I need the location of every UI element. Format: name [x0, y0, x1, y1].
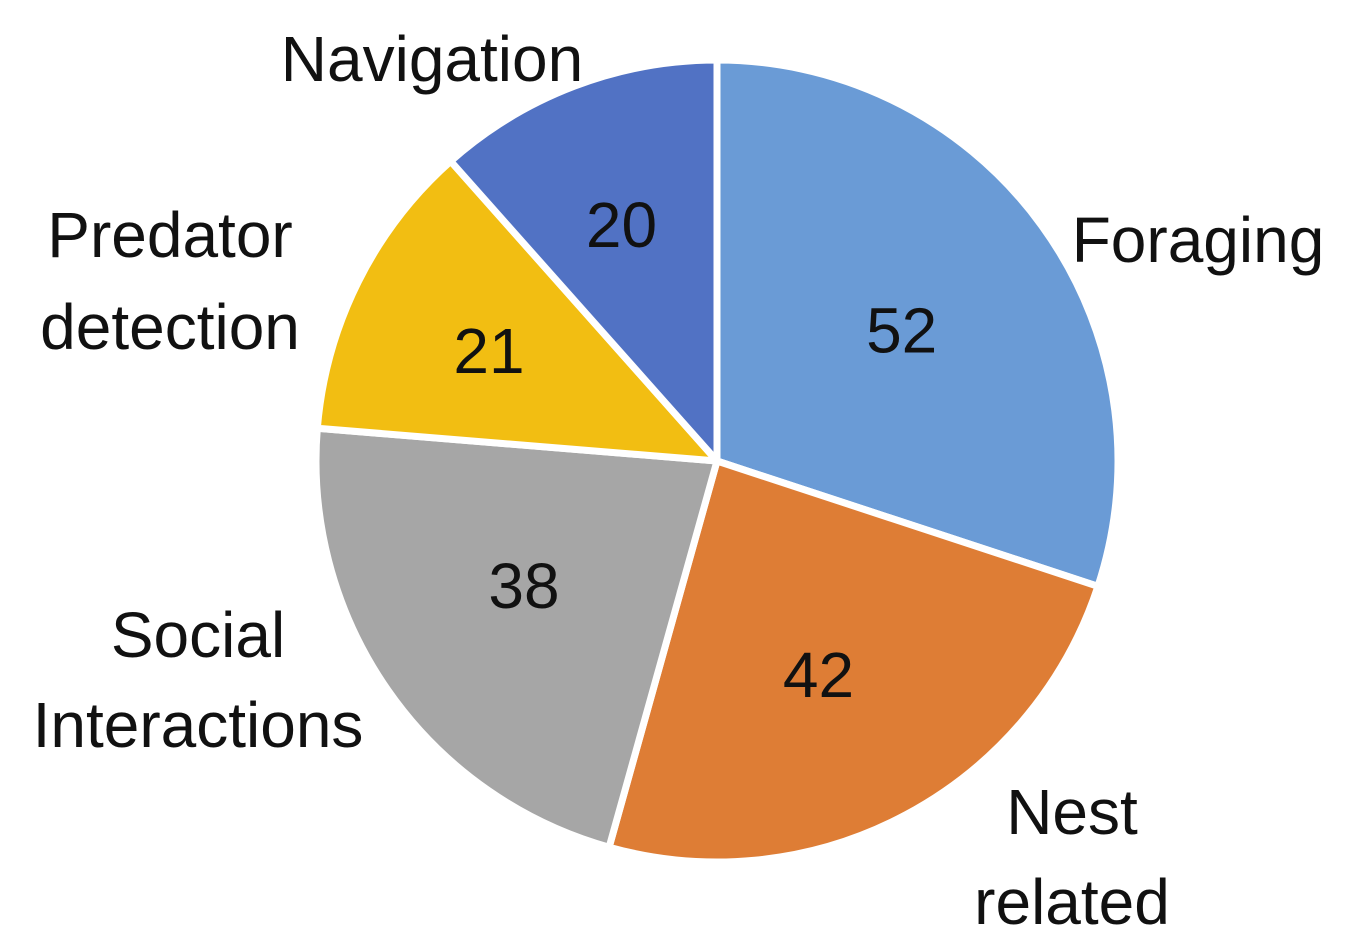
pie-slice-predator-detection	[313, 157, 721, 465]
pie-value-label-navigation: 20	[586, 189, 657, 261]
pie-value-labels: 52 42 38 21 20	[453, 189, 937, 711]
pie-value-label-nest-related: 42	[783, 639, 854, 711]
pie-category-label-social-interactions: Social Interactions	[33, 599, 364, 761]
pie-category-labels: Foraging Nest related Social Interactions Pre…	[33, 23, 1325, 931]
pie-category-label-line: Social	[111, 599, 285, 671]
pie-category-label-line: detection	[40, 291, 300, 363]
pie-slice-navigation	[447, 56, 721, 465]
pie-category-label-foraging: Foraging	[1072, 204, 1325, 276]
pie-slice-foraging	[713, 56, 1122, 590]
pie-category-label-line: related	[974, 866, 1170, 931]
pie-category-label-line: Foraging	[1072, 204, 1325, 276]
pie-category-label-predator-detection: Predator detection	[40, 199, 300, 363]
pie-category-label-navigation: Navigation	[281, 23, 583, 95]
pie-category-label-line: Predator	[47, 199, 292, 271]
pie-category-label-line: Interactions	[33, 689, 364, 761]
pie-slice-nest-related	[605, 457, 1102, 866]
pie-slices	[312, 56, 1122, 866]
pie-category-label-line: Navigation	[281, 23, 583, 95]
pie-value-label-foraging: 52	[866, 295, 937, 367]
pie-value-label-predator-detection: 21	[453, 315, 524, 387]
pie-category-label-line: Nest	[1006, 776, 1138, 848]
pie-category-label-nest-related: Nest related	[974, 776, 1170, 931]
pie-value-label-social-interactions: 38	[488, 550, 559, 622]
pie-slice-social-interactions	[312, 424, 721, 851]
